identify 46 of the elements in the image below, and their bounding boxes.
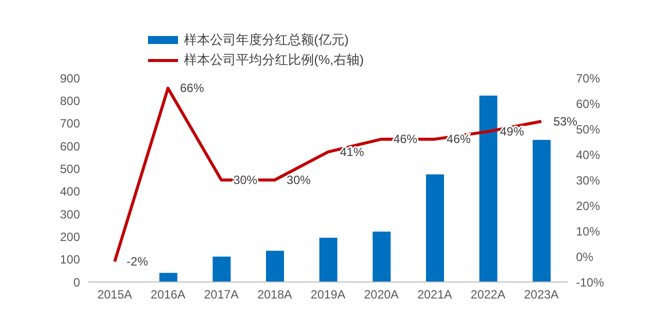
y-tick-label: 200 bbox=[60, 230, 80, 244]
data-label: 53% bbox=[553, 114, 578, 128]
legend-label: 样本公司平均分红比例(%,右轴) bbox=[184, 51, 364, 69]
x-tick-label: 2017A bbox=[204, 288, 239, 302]
bar bbox=[212, 256, 231, 282]
y-tick-label: 700 bbox=[60, 116, 80, 131]
x-tick-label: 2022A bbox=[470, 288, 506, 302]
x-tick-label: 2019A bbox=[310, 288, 346, 302]
y2-tick-label: 70% bbox=[576, 71, 600, 86]
y-tick-label: 800 bbox=[60, 94, 80, 108]
y-tick-label: 600 bbox=[60, 139, 80, 154]
bar bbox=[426, 174, 444, 282]
y2-tick-label: 50% bbox=[576, 122, 600, 136]
x-tick-label: 2015A bbox=[97, 288, 132, 302]
data-label: 30% bbox=[286, 173, 312, 187]
x-tick-label: 2020A bbox=[364, 288, 399, 302]
x-tick-label: 2016A bbox=[150, 288, 186, 302]
data-label: -2% bbox=[126, 254, 148, 269]
y2-tick-label: 40% bbox=[576, 148, 600, 162]
y2-tick-label: 10% bbox=[576, 224, 600, 238]
y-tick-label: 900 bbox=[60, 71, 80, 86]
y2-tick-label: 30% bbox=[576, 173, 600, 188]
data-label: 46% bbox=[393, 132, 418, 146]
y-tick-label: 100 bbox=[60, 252, 80, 267]
y-tick-label: 400 bbox=[60, 184, 80, 199]
x-tick-label: 2021A bbox=[417, 288, 452, 302]
y-tick-label: 300 bbox=[60, 207, 80, 222]
y2-tick-label: 20% bbox=[576, 198, 600, 213]
data-label: 41% bbox=[340, 144, 364, 159]
x-tick-label: 2023A bbox=[524, 288, 559, 302]
y2-tick-label: 60% bbox=[576, 96, 600, 111]
bar bbox=[319, 238, 338, 282]
data-label: 66% bbox=[180, 81, 204, 96]
x-tick-label: 2018A bbox=[257, 288, 292, 302]
data-label: 30% bbox=[233, 173, 258, 187]
y2-tick-label: -10% bbox=[576, 275, 604, 290]
legend-label: 样本公司年度分红总额(亿元) bbox=[184, 31, 349, 49]
bar bbox=[532, 140, 551, 282]
bar bbox=[266, 250, 284, 282]
bar bbox=[159, 272, 178, 282]
y-tick-label: 0 bbox=[73, 275, 80, 290]
bar bbox=[479, 96, 498, 282]
data-label: 49% bbox=[500, 124, 524, 139]
bar bbox=[372, 232, 391, 282]
y2-tick-label: 0% bbox=[576, 250, 594, 264]
y-tick-label: 500 bbox=[60, 162, 80, 176]
